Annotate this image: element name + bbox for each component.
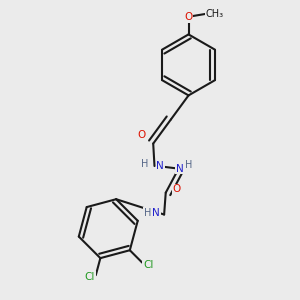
Text: H: H — [141, 159, 148, 170]
Text: H: H — [144, 208, 151, 218]
Text: Cl: Cl — [143, 260, 153, 270]
Text: O: O — [184, 12, 193, 22]
Text: O: O — [173, 184, 181, 194]
Text: Cl: Cl — [85, 272, 95, 282]
Text: O: O — [137, 130, 145, 140]
Text: H: H — [185, 160, 193, 170]
Text: CH₃: CH₃ — [206, 8, 224, 19]
Text: N: N — [152, 208, 160, 218]
Text: N: N — [176, 164, 184, 174]
Text: N: N — [156, 161, 164, 171]
